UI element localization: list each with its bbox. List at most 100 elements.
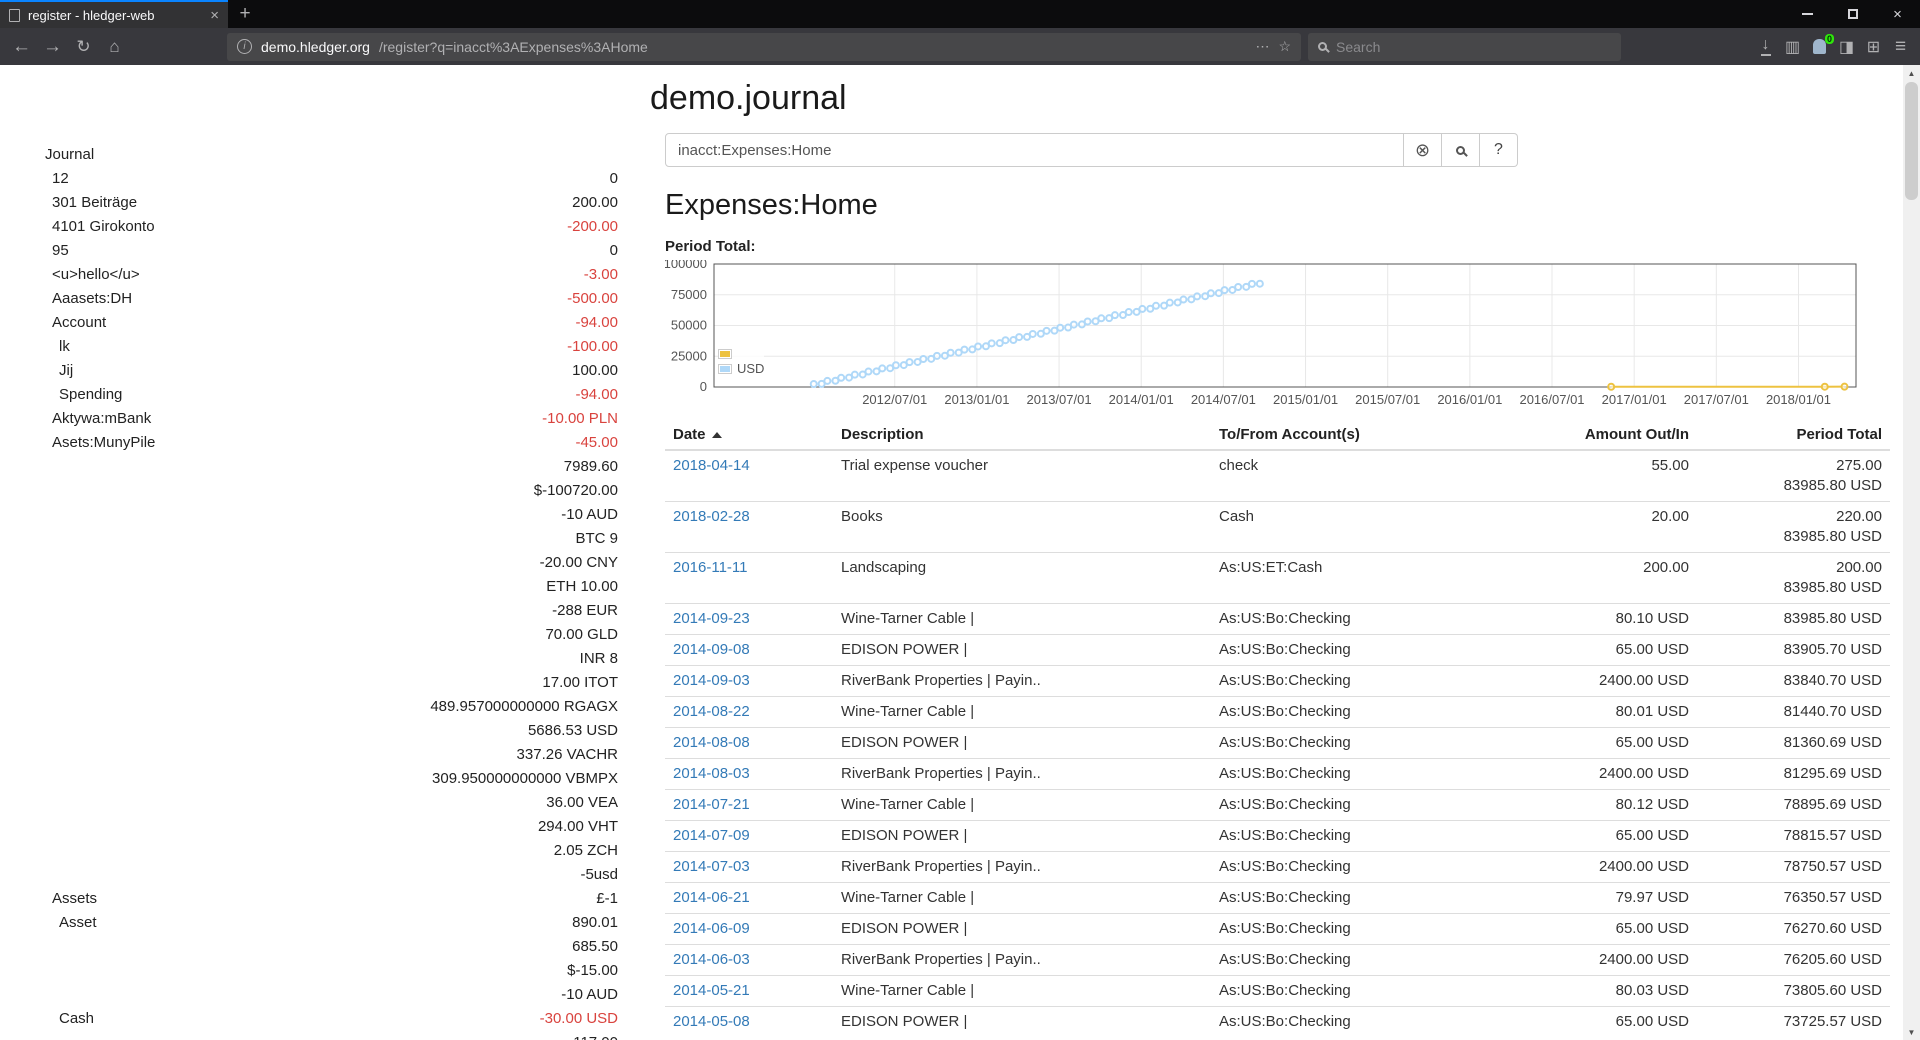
sidebar-toggle-button[interactable]: ◨ — [1838, 38, 1855, 56]
transaction-date-link[interactable]: 2014-06-03 — [673, 951, 750, 968]
downloads-button[interactable]: ↓ — [1752, 32, 1779, 61]
account-balance: 890.01 — [572, 914, 618, 931]
transaction-date-link[interactable]: 2014-07-03 — [673, 858, 750, 875]
window-close-button[interactable]: × — [1893, 5, 1902, 23]
account-balance: -288 EUR — [552, 602, 618, 619]
scroll-down-icon[interactable]: ▼ — [1907, 1027, 1916, 1037]
account-name[interactable]: 95 — [52, 242, 69, 259]
account-balance: INR 8 — [579, 650, 618, 667]
sidebar-balance-line: 2.05 ZCH — [45, 839, 618, 863]
period-total-cell: 76205.60 USD — [1697, 944, 1890, 976]
tab-title: register - hledger-web — [28, 7, 155, 23]
browser-search-field[interactable]: Search — [1308, 32, 1621, 61]
amount-cell: 2400.00 USD — [1515, 851, 1697, 883]
account-name[interactable]: Asset — [59, 914, 97, 931]
url-bar[interactable]: i demo.hledger.org/register?q=inacct%3AE… — [227, 32, 1301, 61]
page-actions-icon[interactable]: ⋯ — [1255, 38, 1270, 54]
account-balance: 685.50 — [572, 938, 618, 955]
period-total-line: 78815.57 USD — [1783, 827, 1882, 844]
period-total-line: 81360.69 USD — [1783, 734, 1882, 751]
sidebar-balance-line: -288 EUR — [45, 599, 618, 623]
account-name[interactable]: 4101 Girokonto — [52, 218, 155, 235]
svg-text:50000: 50000 — [671, 318, 707, 333]
account-name[interactable]: Account — [52, 314, 107, 331]
transaction-date-link[interactable]: 2016-11-11 — [673, 559, 748, 576]
clear-query-button[interactable]: ⊗ — [1404, 133, 1442, 167]
scroll-up-icon[interactable]: ▲ — [1907, 68, 1916, 78]
transaction-date-link[interactable]: 2018-04-14 — [673, 457, 750, 474]
account-balance: -100.00 — [567, 338, 618, 355]
account-name[interactable]: lk — [59, 338, 70, 355]
transaction-date-link[interactable]: 2014-07-09 — [673, 827, 750, 844]
transaction-date-link[interactable]: 2018-02-28 — [673, 508, 750, 525]
site-info-icon[interactable]: i — [237, 39, 252, 54]
description-cell: Wine-Tarner Cable | — [833, 789, 1211, 821]
account-name[interactable]: Asets:MunyPile — [52, 434, 156, 451]
help-button[interactable]: ? — [1480, 133, 1518, 167]
account-name[interactable]: Cash — [59, 1010, 95, 1027]
search-button[interactable] — [1442, 133, 1480, 167]
account-name[interactable]: <u>hello</u> — [52, 266, 140, 283]
sidebar: Journal 12 0 301 Beiträge 200.00 4101 Giroko… — [0, 65, 648, 1040]
forward-button[interactable]: → — [43, 35, 62, 57]
search-icon — [1456, 145, 1465, 155]
back-button[interactable]: ← — [12, 35, 31, 57]
window-minimize-button[interactable] — [1785, 0, 1830, 28]
transaction-date-link[interactable]: 2014-05-21 — [673, 982, 750, 999]
period-total-line: 200.00 — [1836, 559, 1882, 576]
bookmark-star-icon[interactable]: ☆ — [1278, 38, 1291, 54]
sidebar-balance-line: 489.957000000000 RGAGX — [45, 695, 618, 719]
account-name[interactable]: Jij — [59, 362, 74, 379]
account-balance: -5usd — [580, 866, 618, 883]
account-balance: 337.26 VACHR — [516, 746, 618, 763]
scrollbar-thumb[interactable] — [1905, 82, 1918, 200]
sort-ascending-icon — [711, 432, 722, 439]
transaction-date-link[interactable]: 2014-07-21 — [673, 796, 750, 813]
transaction-date-link[interactable]: 2014-06-09 — [673, 920, 750, 937]
page-title: demo.journal — [650, 79, 847, 117]
navigation-toolbar: ← → ↻ ⌂ i demo.hledger.org/register?q=in… — [0, 28, 1920, 65]
transaction-date-link[interactable]: 2014-08-22 — [673, 703, 750, 720]
register-row: 2018-02-28 Books Cash 20.00 220.00 83985.80 U… — [665, 501, 1890, 553]
transaction-date-link[interactable]: 2014-09-08 — [673, 641, 750, 658]
account-name[interactable]: 301 Beiträge — [52, 194, 138, 211]
new-tab-button[interactable]: + — [239, 3, 251, 24]
transaction-date-link[interactable]: 2014-08-03 — [673, 765, 750, 782]
account-name[interactable]: Assets — [52, 890, 98, 907]
sidebar-journal-link[interactable]: Journal — [45, 146, 95, 163]
transaction-date-link[interactable]: 2014-09-23 — [673, 610, 750, 627]
svg-text:2016/01/01: 2016/01/01 — [1437, 392, 1502, 407]
reload-button[interactable]: ↻ — [76, 36, 91, 56]
sidebar-account-row: 301 Beiträge 200.00 — [45, 191, 618, 215]
amount-cell: 65.00 USD — [1515, 727, 1697, 759]
transaction-date-link[interactable]: 2014-05-08 — [673, 1013, 750, 1030]
account-balance: 7989.60 — [563, 458, 618, 475]
register-row: 2014-08-08 EDISON POWER | As:US:Bo:Checkin… — [665, 727, 1890, 759]
svg-text:2012/07/01: 2012/07/01 — [862, 392, 927, 407]
column-header-date[interactable]: Date — [665, 420, 833, 451]
home-button[interactable]: ⌂ — [109, 36, 120, 56]
library-button[interactable]: ▥ — [1784, 38, 1801, 56]
tab-close-icon[interactable]: × — [210, 6, 219, 24]
account-name[interactable]: Aktywa:mBank — [52, 410, 152, 427]
account-cell: As:US:Bo:Checking — [1211, 1006, 1515, 1037]
period-total-line: 73725.57 USD — [1783, 1013, 1882, 1030]
account-cell: As:US:Bo:Checking — [1211, 727, 1515, 759]
account-balance: ETH 10.00 — [546, 578, 618, 595]
account-name[interactable]: Aaasets:DH — [52, 290, 133, 307]
apps-grid-button[interactable]: ⊞ — [1866, 38, 1881, 56]
register-row: 2014-05-08 EDISON POWER | As:US:Bo:Checkin… — [665, 1006, 1890, 1037]
transaction-date-link[interactable]: 2014-06-21 — [673, 889, 750, 906]
window-maximize-button[interactable] — [1830, 0, 1875, 28]
account-name[interactable]: 12 — [52, 170, 69, 187]
transaction-date-link[interactable]: 2014-08-08 — [673, 734, 750, 751]
transaction-date-link[interactable]: 2014-09-03 — [673, 672, 750, 689]
menu-button[interactable]: ≡ — [1894, 35, 1907, 57]
account-name[interactable]: Spending — [59, 386, 123, 403]
query-input[interactable] — [665, 133, 1404, 167]
extension-button[interactable]: 0 — [1806, 32, 1834, 61]
page-scrollbar[interactable]: ▲ ▼ — [1903, 65, 1920, 1040]
amount-cell: 80.10 USD — [1515, 603, 1697, 635]
browser-tab[interactable]: register - hledger-web × — [0, 0, 228, 28]
svg-text:2017/07/01: 2017/07/01 — [1684, 392, 1749, 407]
